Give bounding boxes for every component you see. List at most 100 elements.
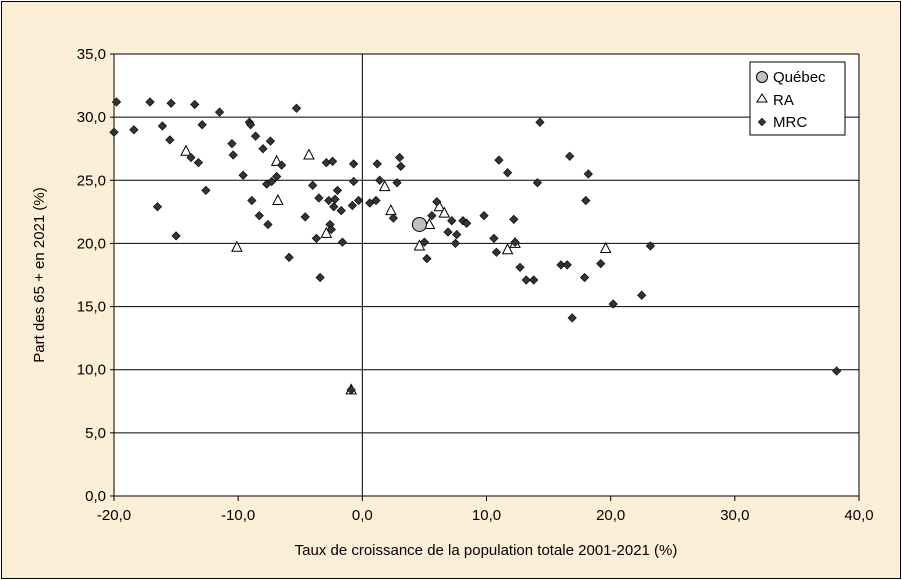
mrc-point <box>491 247 502 257</box>
mrc-point <box>329 202 339 212</box>
mrc-point <box>832 366 842 376</box>
mrc-point <box>186 152 196 163</box>
y-tick-label: 0,0 <box>85 488 106 505</box>
mrc-point <box>247 195 257 206</box>
y-tick-label: 25,0 <box>77 172 106 189</box>
mrc-point <box>300 212 310 222</box>
mrc-point <box>596 259 606 269</box>
mrc-point <box>315 272 325 283</box>
mrc-point <box>284 252 294 262</box>
mrc-point <box>277 160 287 170</box>
mrc-point <box>394 152 405 163</box>
mrc-point <box>556 260 566 270</box>
mrc-point <box>450 238 461 249</box>
mrc-point <box>311 233 322 244</box>
ra-point <box>272 193 284 205</box>
mrc-point <box>515 262 525 273</box>
mrc-point <box>502 168 513 178</box>
x-tick-label: 0,0 <box>352 507 373 524</box>
mrc-point <box>567 313 577 323</box>
mrc-point <box>165 135 175 145</box>
mrc-point <box>372 159 382 169</box>
mrc-point <box>427 211 437 221</box>
mrc-point <box>228 150 238 160</box>
mrc-point <box>111 97 122 107</box>
mrc-point <box>193 157 204 168</box>
mrc-point <box>129 125 139 135</box>
mrc-point <box>579 272 590 283</box>
mrc-point <box>432 197 442 207</box>
legend-triangle-icon <box>756 93 768 103</box>
mrc-point <box>462 218 472 228</box>
ra-point <box>303 148 315 160</box>
ra-point <box>385 204 397 216</box>
x-tick-label: 20,0 <box>596 507 625 524</box>
mrc-point <box>388 213 398 223</box>
x-tick-label: -10,0 <box>221 507 255 524</box>
ra-point <box>438 206 451 218</box>
mrc-point <box>152 202 163 212</box>
mrc-point <box>166 98 176 108</box>
mrc-point <box>308 180 318 190</box>
mrc-point <box>637 290 647 300</box>
mrc-point <box>521 275 531 285</box>
mrc-point <box>529 275 539 285</box>
y-tick-label: 15,0 <box>77 299 106 316</box>
y-tick-label: 5,0 <box>85 425 106 442</box>
x-tick-label: 40,0 <box>844 507 873 524</box>
y-tick-label: 10,0 <box>77 362 106 379</box>
mrc-point <box>396 161 406 172</box>
x-tick-labels: -20,0 -10,0 0,0 10,0 20,0 30,0 40,0 <box>97 507 874 524</box>
mrc-point <box>452 229 462 240</box>
mrc-point <box>336 205 346 216</box>
mrc-point <box>353 195 364 206</box>
mrc-point <box>494 155 504 165</box>
legend-label-mrc: MRC <box>773 114 807 131</box>
x-axis-title: Taux de croissance de la population tota… <box>295 542 678 559</box>
mrc-point <box>565 151 575 161</box>
x-tick-label: -20,0 <box>97 507 131 524</box>
y-axis-title: Part des 65 + en 2021 (%) <box>31 187 48 363</box>
plot-area <box>114 54 859 496</box>
mrc-point <box>645 241 656 251</box>
mrc-point <box>157 121 168 131</box>
mrc-point <box>479 211 489 221</box>
mrc-point <box>197 120 207 130</box>
mrc-point <box>347 200 358 211</box>
mrc-point <box>171 231 181 241</box>
mrc-point <box>267 176 277 187</box>
gridlines <box>110 53 860 501</box>
x-tick-label: 30,0 <box>720 507 749 524</box>
legend-circle-icon <box>756 71 768 83</box>
mrc-point <box>201 185 211 196</box>
ra-point <box>413 239 426 251</box>
mrc-point <box>443 227 453 237</box>
ra-point <box>180 144 192 156</box>
mrc-point <box>291 103 302 113</box>
mrc-point <box>489 233 499 244</box>
mrc-point <box>419 237 430 247</box>
mrc-point <box>272 171 282 182</box>
mrc-point <box>265 136 276 146</box>
mrc-point <box>509 214 519 225</box>
y-tick-label: 20,0 <box>77 235 106 252</box>
mrc-point <box>392 178 402 188</box>
ra-point <box>501 243 514 255</box>
mrc-point <box>190 99 200 110</box>
mrc-point <box>532 178 543 188</box>
mrc-point <box>562 260 572 270</box>
legend-label-ra: RA <box>773 92 794 109</box>
mrc-point <box>227 139 237 149</box>
mrc-point <box>238 170 248 180</box>
mrc-point <box>458 216 468 226</box>
mrc-point <box>371 195 381 206</box>
mrc-point <box>581 195 591 206</box>
mrc-point <box>258 144 268 154</box>
mrc-point <box>422 253 432 264</box>
mrc-point <box>330 194 340 204</box>
mrc-point <box>332 185 343 196</box>
mrc-point <box>326 224 336 235</box>
chart-legend: Québec RA MRC <box>749 61 846 136</box>
legend-label-quebec: Québec <box>773 69 826 86</box>
